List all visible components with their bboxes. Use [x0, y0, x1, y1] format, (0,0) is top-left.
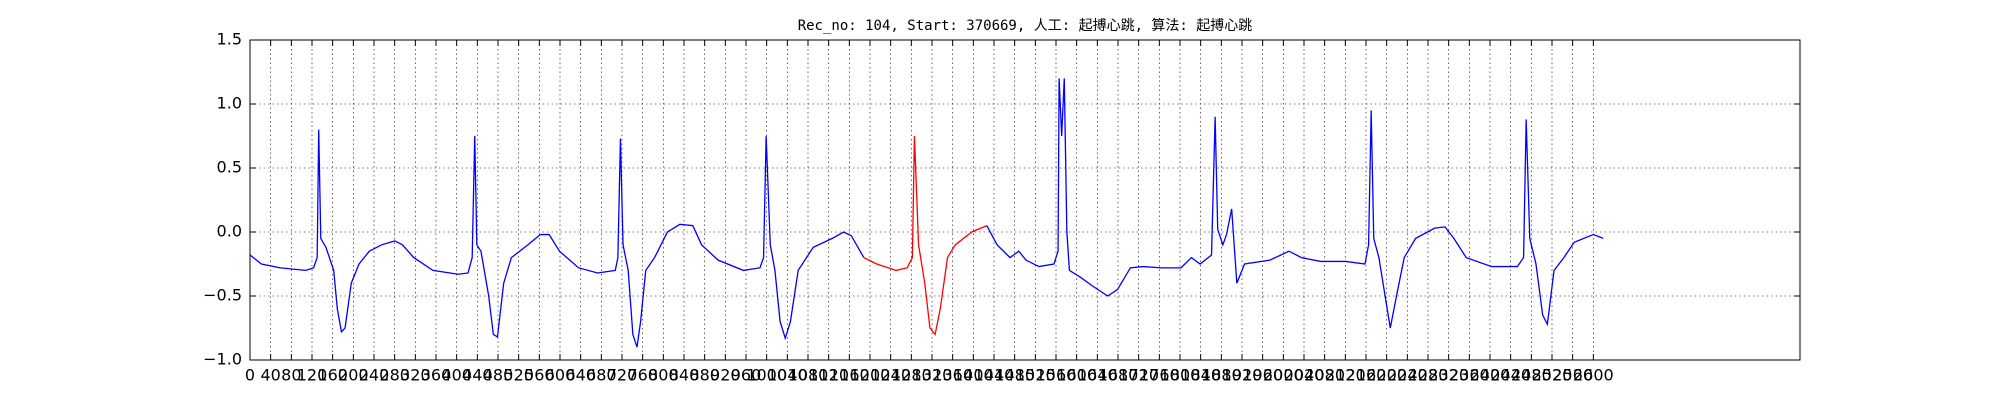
x-tick-label: 1720	[1118, 366, 1159, 385]
x-tick-label: 1840	[1180, 366, 1221, 385]
x-tick-label: 840	[669, 366, 700, 385]
plot-frame	[249, 39, 1801, 361]
x-tick-label: 1760	[1139, 366, 1180, 385]
x-tick-label: 640	[565, 366, 596, 385]
x-tick-label: 880	[689, 366, 720, 385]
x-tick-label: 600	[545, 366, 576, 385]
x-tick-label: 1400	[953, 366, 994, 385]
x-tick-label: 560	[524, 366, 555, 385]
chart-title: Rec_no: 104, Start: 370669, 人工: 起搏心跳, 算法…	[798, 17, 1253, 34]
x-tick-label: 1120	[808, 366, 849, 385]
x-tick-label: 960	[731, 366, 762, 385]
x-tick-label: 2240	[1387, 366, 1428, 385]
y-tick-label: 1.0	[217, 94, 242, 113]
x-tick-label: 1480	[994, 366, 1035, 385]
x-tick-label: 2000	[1263, 366, 1304, 385]
x-tick-label: 1200	[850, 366, 891, 385]
x-tick-label: 2520	[1532, 366, 1573, 385]
x-tick-label: 480	[483, 366, 514, 385]
ecg-line	[863, 135, 988, 336]
x-tick-label: 0	[245, 366, 255, 385]
x-tick-label: 360	[421, 366, 452, 385]
x-tick-label: 1680	[1098, 366, 1139, 385]
x-tick-label: 680	[586, 366, 617, 385]
x-tick-label: 2400	[1470, 366, 1511, 385]
y-tick-label: 1.5	[217, 30, 242, 49]
x-tick-label: 1160	[829, 366, 870, 385]
x-tick-label: 40	[260, 366, 280, 385]
x-tick-label: 2440	[1490, 366, 1531, 385]
x-tick-label: 1240	[870, 366, 911, 385]
y-tick-label: −0.5	[203, 286, 242, 305]
x-tick-label: 440	[462, 366, 493, 385]
x-tick-label: 800	[648, 366, 679, 385]
y-tick-label: 0.5	[217, 158, 242, 177]
x-tick-label: 1080	[788, 366, 829, 385]
x-tick-label: 1920	[1222, 366, 1263, 385]
x-tick-label: 2360	[1449, 366, 1490, 385]
x-tick-label: 1960	[1242, 366, 1283, 385]
x-tick-label: 520	[503, 366, 534, 385]
x-tick-label: 760	[627, 366, 658, 385]
x-tick-label: 1880	[1201, 366, 1242, 385]
x-tick-label: 1560	[1036, 366, 1077, 385]
x-tick-label: 1000	[746, 366, 787, 385]
x-tick-label: 160	[317, 366, 348, 385]
x-tick-label: 2280	[1408, 366, 1449, 385]
x-tick-label: 720	[607, 366, 638, 385]
x-tick-label: 320	[400, 366, 431, 385]
y-tick-label: 0.0	[217, 222, 242, 241]
x-tick-label: 2120	[1325, 366, 1366, 385]
x-tick-label: 120	[297, 366, 328, 385]
x-tick-label: 2600	[1573, 366, 1614, 385]
x-tick-label: 2320	[1428, 366, 1469, 385]
x-tick-label: 1800	[1160, 366, 1201, 385]
x-tick-label: 280	[379, 366, 410, 385]
x-tick-label: 2080	[1304, 366, 1345, 385]
x-tick-label: 1040	[767, 366, 808, 385]
x-tick-label: 2480	[1511, 366, 1552, 385]
ecg-line	[249, 78, 1604, 348]
x-tick-label: 1600	[1056, 366, 1097, 385]
x-tick-label: 2160	[1346, 366, 1387, 385]
x-tick-label: 2200	[1366, 366, 1407, 385]
x-tick-label: 200	[338, 366, 369, 385]
x-tick-label: 1640	[1077, 366, 1118, 385]
x-tick-label: 1520	[1015, 366, 1056, 385]
x-tick-label: 2040	[1284, 366, 1325, 385]
x-tick-label: 80	[281, 366, 301, 385]
x-tick-label: 400	[441, 366, 472, 385]
x-tick-label: 1320	[912, 366, 953, 385]
x-tick-label: 920	[710, 366, 741, 385]
x-tick-label: 240	[359, 366, 390, 385]
y-tick-label: −1.0	[203, 350, 242, 369]
x-tick-label: 1280	[891, 366, 932, 385]
x-tick-label: 1440	[974, 366, 1015, 385]
x-tick-label: 2560	[1552, 366, 1593, 385]
x-tick-label: 1360	[932, 366, 973, 385]
